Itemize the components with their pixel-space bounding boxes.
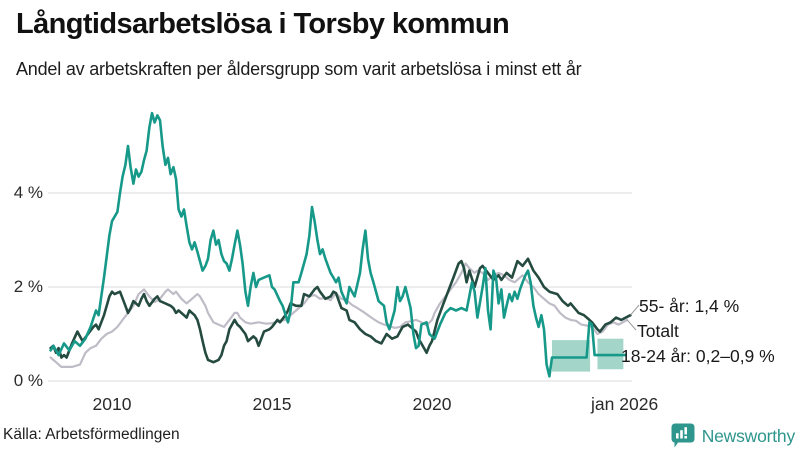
y-tick-2: 2 % (13, 277, 43, 296)
series-line-55- år (49, 257, 632, 364)
newsworthy-wordmark: Newsworthy (701, 425, 796, 446)
confidence-band-0 (552, 340, 591, 372)
connector-totalt (626, 319, 637, 331)
chart-subtitle: Andel av arbetskraften per åldersgrupp s… (16, 59, 582, 79)
y-tick-0: 0 % (13, 371, 43, 390)
x-tick-2015: 2015 (252, 394, 292, 414)
x-tick-2010: 2010 (92, 394, 132, 414)
annotation-18-24-ar: 18-24 år: 0,2–0,9 % (621, 346, 775, 366)
y-tick-4: 4 % (13, 183, 43, 202)
series-line-Totalt (49, 262, 629, 368)
source-credit: Källa: Arbetsförmedlingen (3, 426, 180, 443)
connector-55-ar (630, 304, 640, 316)
annotation-totalt: Totalt (637, 321, 679, 341)
series-line-18-24 år (49, 111, 627, 378)
x-tick-jan-2026: jan 2026 (591, 394, 659, 414)
newsworthy-bubble-chart-icon (671, 423, 695, 449)
x-tick-2020: 2020 (412, 394, 452, 414)
confidence-band-1 (597, 338, 624, 370)
annotation-55-ar: 55- år: 1,4 % (639, 296, 740, 316)
chart-title: Långtidsarbetslösa i Torsby kommun (16, 8, 510, 40)
newsworthy-logo[interactable]: Newsworthy (671, 423, 795, 449)
